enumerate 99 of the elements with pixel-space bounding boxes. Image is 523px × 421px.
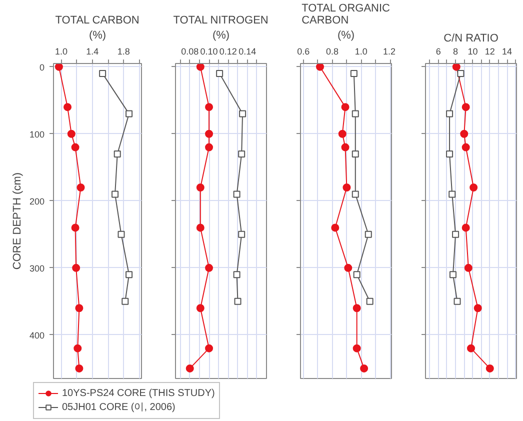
chart-title: TOTAL NITROGEN <box>173 14 268 26</box>
point <box>205 143 214 152</box>
point <box>233 271 240 278</box>
point <box>114 150 121 158</box>
x-tick-label: 0.12 <box>219 46 237 56</box>
point <box>196 183 204 192</box>
point <box>64 103 72 112</box>
chart-title: TOTAL ORGANIC CARBON <box>302 2 390 26</box>
point <box>341 103 350 112</box>
point <box>452 230 460 238</box>
point <box>342 183 351 192</box>
point <box>196 64 204 71</box>
point <box>234 298 242 305</box>
point <box>186 364 194 372</box>
point <box>54 64 63 71</box>
point <box>448 190 456 198</box>
x-tick-label: 0.10 <box>200 46 218 56</box>
point <box>352 344 361 352</box>
point <box>112 190 119 198</box>
point <box>239 110 246 118</box>
point <box>71 224 80 232</box>
point <box>338 130 346 138</box>
point <box>76 183 85 192</box>
y-tick-label: 300 <box>29 263 45 274</box>
point <box>205 103 214 112</box>
x-tick-label: 1.2 <box>382 46 396 56</box>
point <box>233 190 240 198</box>
point <box>350 70 358 78</box>
x-axis-title: (%) <box>88 30 106 42</box>
point <box>122 298 129 305</box>
point <box>67 130 76 138</box>
x-tick-label: 14 <box>502 46 512 56</box>
point <box>205 130 214 138</box>
x-tick-label: 0.8 <box>326 46 339 56</box>
x-tick-label: 0.08 <box>181 46 199 56</box>
point <box>360 364 368 372</box>
point <box>474 304 482 312</box>
x-tick-label: 1.4 <box>86 46 99 56</box>
x-axis-title: (%) <box>212 30 230 42</box>
point <box>205 264 214 272</box>
point <box>462 224 470 232</box>
x-tick-label: 0.14 <box>238 46 256 56</box>
point <box>366 298 374 305</box>
point <box>462 143 470 152</box>
y-tick-label: 200 <box>29 196 45 206</box>
legend-label: 05JH01 CORE (이, 2006) <box>62 401 176 414</box>
point <box>99 70 106 78</box>
y-tick-label: 100 <box>29 129 45 140</box>
x-tick-label: 10 <box>468 46 478 56</box>
point <box>74 344 82 352</box>
x-tick-label: 8 <box>453 46 458 56</box>
x-tick-label: 1.0 <box>354 46 368 56</box>
point <box>460 130 468 138</box>
point <box>126 271 133 278</box>
point <box>316 64 324 71</box>
point <box>352 110 359 118</box>
x-tick-label: 1.0 <box>55 46 68 56</box>
point <box>446 150 454 158</box>
point <box>75 364 84 372</box>
x-tick-label: 0.6 <box>297 46 310 56</box>
chart-title: TOTAL CARBON <box>55 14 140 26</box>
point <box>470 183 478 192</box>
point <box>364 230 372 238</box>
point <box>196 224 204 232</box>
point <box>341 143 350 152</box>
point <box>467 344 475 352</box>
point <box>452 64 460 71</box>
point <box>344 264 352 272</box>
legend-label: 10YS-PS24 CORE (THIS STUDY) <box>62 387 215 399</box>
point <box>454 298 461 305</box>
point <box>464 264 472 272</box>
point <box>486 364 494 372</box>
chart-title: C/N RATIO <box>444 32 499 44</box>
point <box>352 150 359 158</box>
point <box>238 230 246 238</box>
point <box>71 143 80 152</box>
point <box>446 110 454 118</box>
point <box>331 224 340 232</box>
x-tick-label: 6 <box>436 46 441 56</box>
point <box>72 264 80 272</box>
y-tick-label: 400 <box>29 330 45 340</box>
y-tick-label: 0 <box>39 62 45 72</box>
point <box>457 70 464 78</box>
point <box>75 304 84 312</box>
point <box>462 103 470 112</box>
point <box>238 150 246 158</box>
point <box>352 304 361 312</box>
point <box>216 70 224 78</box>
x-axis-title: (%) <box>337 30 355 42</box>
point <box>352 190 359 198</box>
x-tick-label: 1.8 <box>117 46 130 56</box>
point <box>353 271 360 278</box>
y-axis-title: CORE DEPTH (cm) <box>11 172 24 270</box>
point <box>196 304 204 312</box>
point <box>449 271 456 278</box>
x-tick-label: 12 <box>484 46 495 56</box>
point <box>126 110 133 118</box>
point <box>118 230 125 238</box>
point <box>205 344 214 352</box>
